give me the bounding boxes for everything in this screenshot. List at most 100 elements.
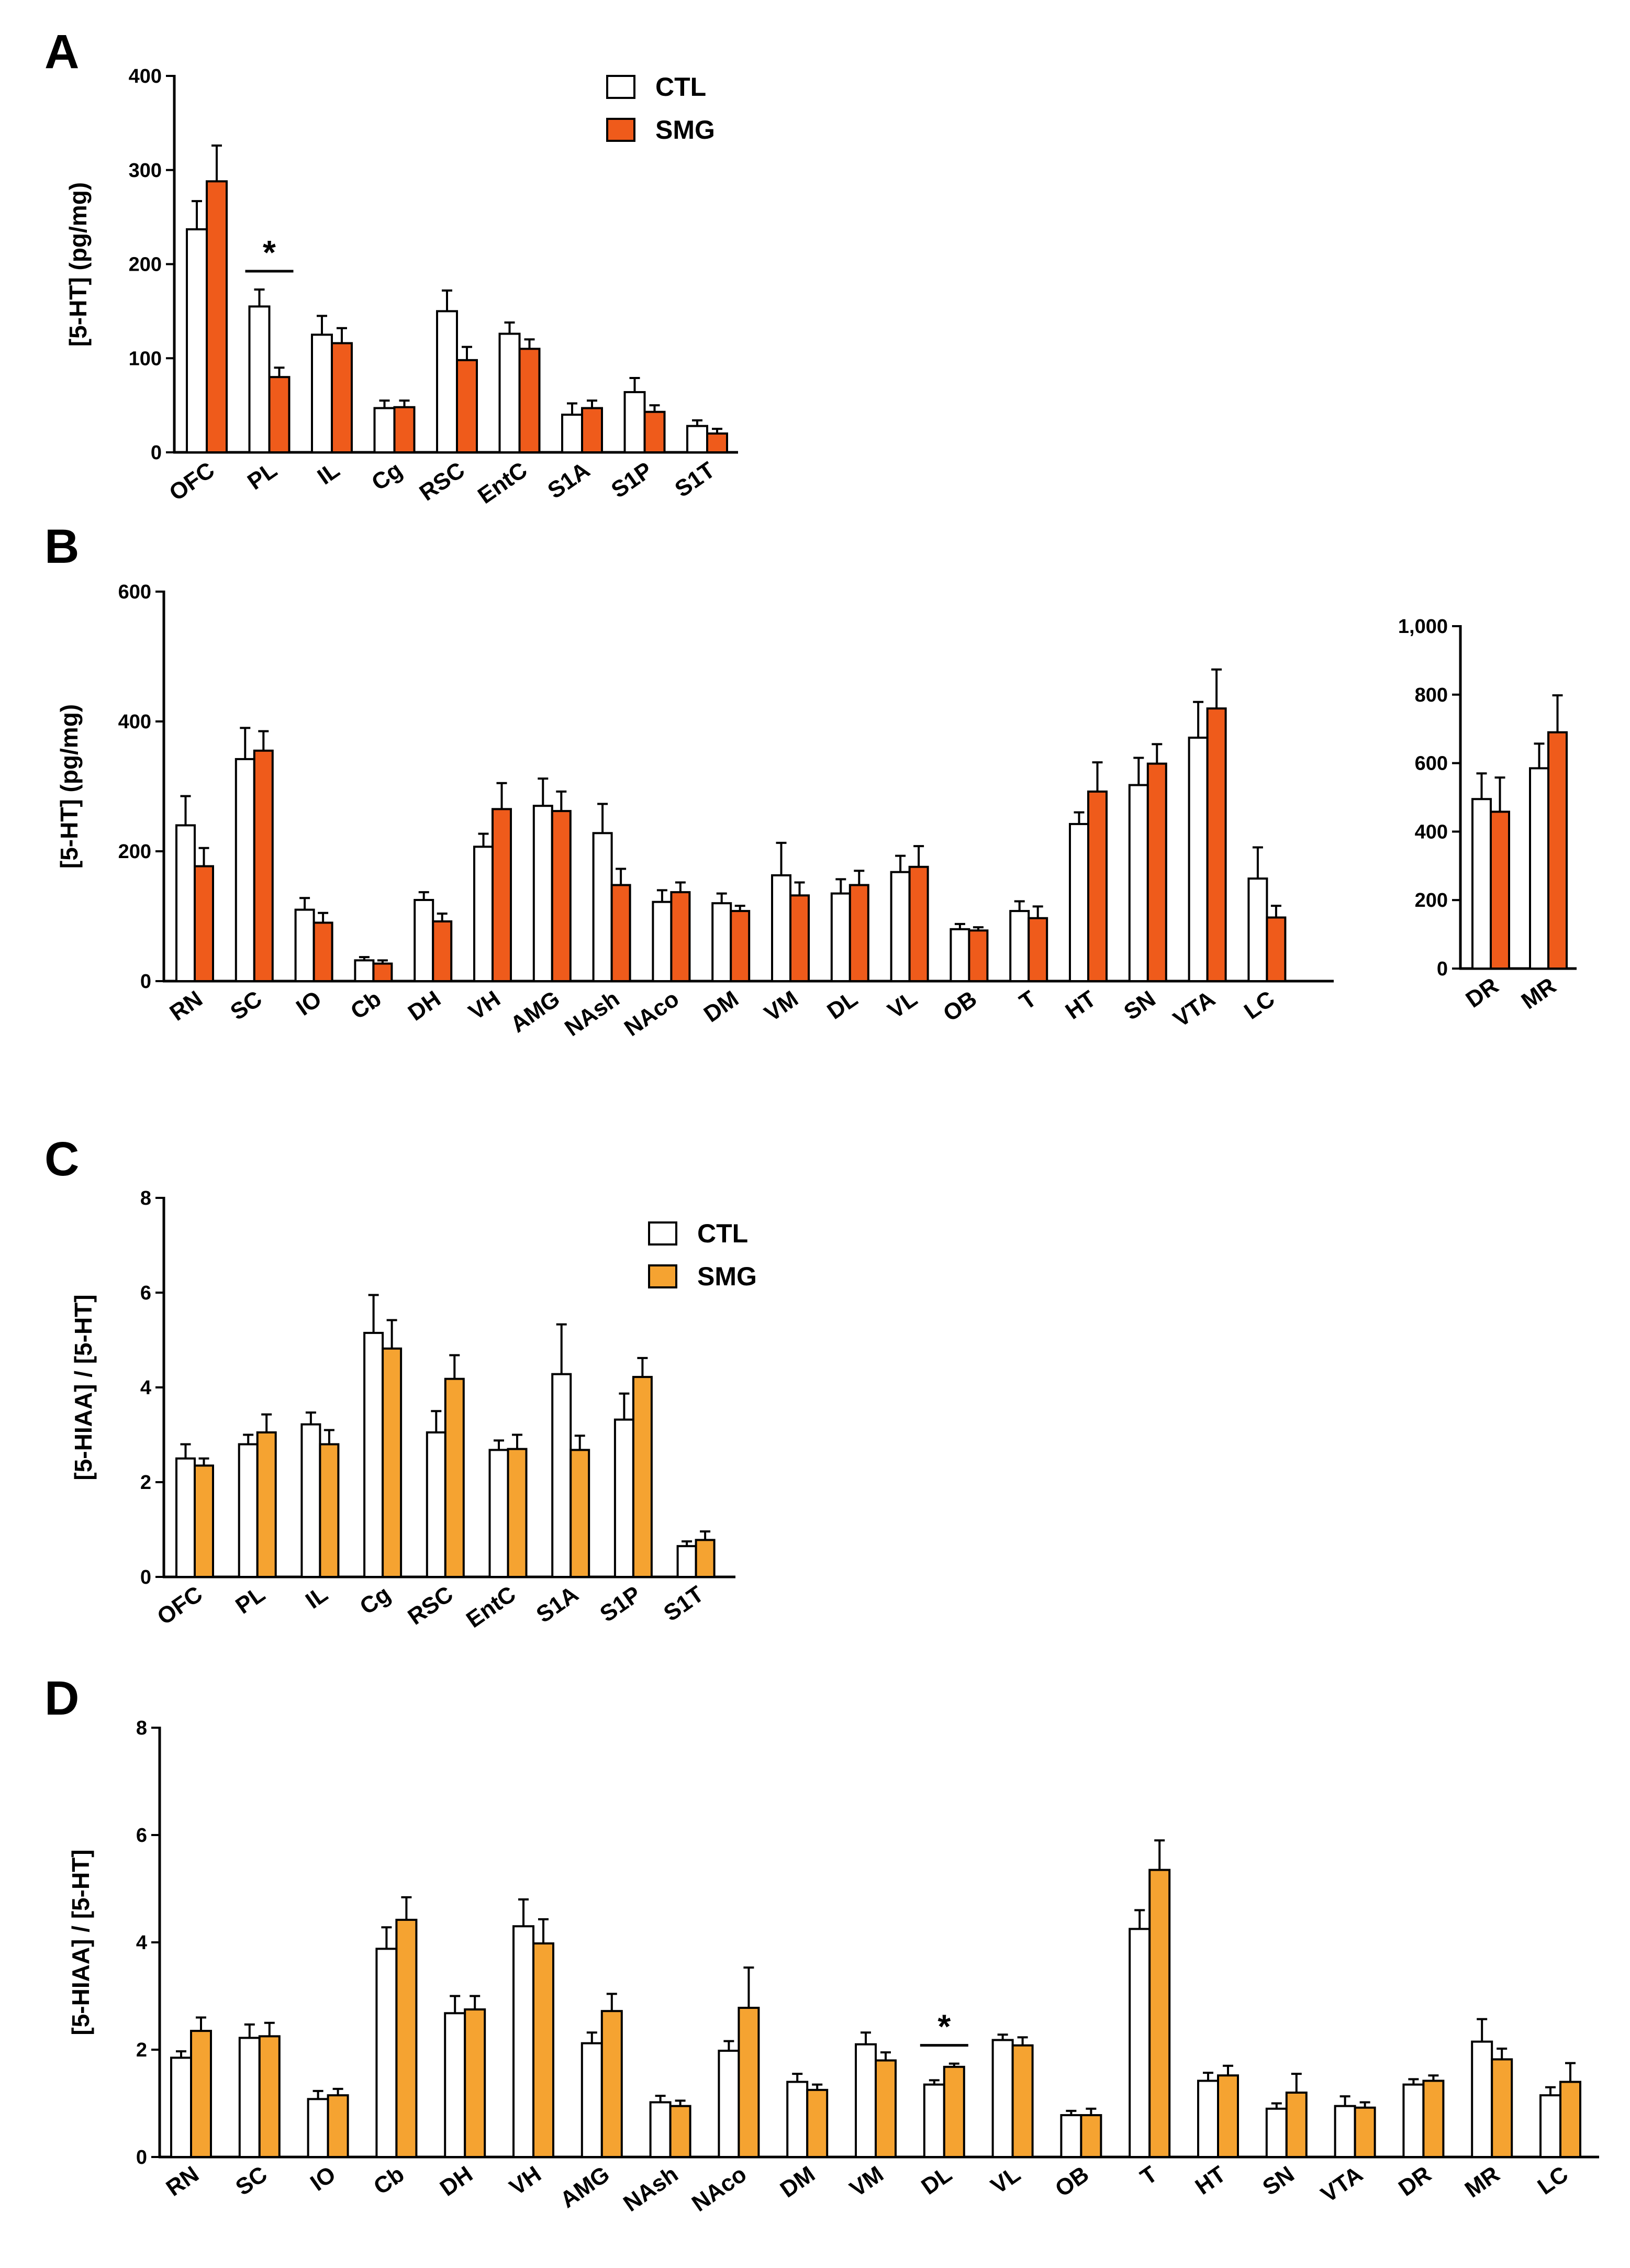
category-label-c-il: IL [301,1581,332,1614]
bar-d-ob-smg [1080,2114,1102,2159]
y-tick-label-c: 2 [140,1472,151,1494]
bar-d-dh-ctl [444,2012,466,2159]
category-label-d-sn: SN [1258,2161,1299,2200]
bar-b-dm-ctl [711,902,732,982]
category-label-d-vta: VTA [1316,2161,1368,2208]
bar-a-il-ctl [311,333,333,453]
bar-b-dh-ctl [414,899,434,982]
category-label-b-dm: DM [699,986,743,1027]
bar-d-rn-ctl [170,2056,192,2158]
bar-b-vta-ctl [1188,737,1209,982]
bar-c-s1t-smg [695,1539,716,1578]
panel-label-a: A [44,25,79,79]
bar-b-vl-ctl [890,871,911,983]
bar-c-entc-smg [507,1448,528,1578]
category-label-c-s1a: S1A [532,1581,583,1628]
chart-a: 0 100 200 300 400 [5-HT] (pg/mg) OFC PL IL Cg RSC E… [64,65,738,509]
bar-d-amg-ctl [580,2042,603,2158]
bar-d-rn-smg [190,2030,212,2158]
bar-b-naco-smg [670,891,691,982]
category-label-d-cb: Cb [369,2161,409,2200]
legend-swatch-c-ctl [648,1221,677,1246]
bar-d-dl-smg [943,2065,965,2159]
category-label-b-dl: DL [822,986,862,1025]
bar-b-inset-dr-ctl [1471,798,1492,970]
bar-a-rsc-smg [456,359,478,453]
bar-c-rsc-smg [444,1377,465,1578]
category-label-d-mr: MR [1460,2161,1504,2203]
category-label-d-dl: DL [917,2161,956,2200]
bar-b-ht-smg [1087,790,1108,983]
bar-d-dh-smg [464,2008,486,2158]
bar-b-t-ctl [1009,910,1030,982]
bar-c-s1a-ctl [551,1373,572,1578]
bar-c-s1a-smg [570,1449,590,1578]
category-label-c-entc: EntC [462,1581,520,1633]
y-tick-label-c: 8 [140,1187,151,1209]
bar-d-vh-smg [532,1942,554,2159]
panel-label-d: D [44,1672,79,1725]
category-label-a-ofc: OFC [165,457,219,506]
category-label-d-amg: AMG [555,2161,614,2213]
bar-a-s1t-ctl [686,425,708,453]
bar-a-rsc-ctl [436,310,458,453]
category-label-d-dr: DR [1394,2161,1436,2202]
category-label-c-rsc: RSC [403,1581,457,1630]
category-label-c-ofc: OFC [153,1581,207,1630]
bar-a-s1p-ctl [623,391,646,454]
bar-c-cg-smg [382,1347,403,1578]
bar-b-vm-smg [789,894,810,982]
category-label-d-ht: HT [1191,2161,1231,2200]
chart-d: 0 2 4 6 8 [5-HIAA] / [5-HT] RN SC IO Cb DH VH AMG NAs… [67,1717,1599,2217]
significance-star-d: * [937,2008,951,2045]
bar-d-sn-ctl [1265,2107,1288,2158]
bar-a-il-smg [331,342,353,453]
y-tick-label-b-inset: 800 [1415,684,1448,706]
bar-b-nash-smg [610,884,631,982]
category-label-a-s1t: S1T [671,457,720,502]
y-tick-label-b-inset: 400 [1415,821,1448,843]
legend-swatch-c-smg [648,1264,677,1288]
bar-d-naco-ctl [718,2050,740,2159]
legend-swatch-a-smg [606,118,635,142]
category-label-d-sc: SC [231,2161,272,2200]
bar-d-vta-ctl [1334,2105,1356,2158]
category-label-b-ht: HT [1061,986,1101,1025]
bar-a-pl-smg [268,376,291,454]
bar-b-dl-smg [849,884,869,982]
bar-b-sc-smg [253,749,274,983]
bar-a-s1a-smg [581,407,603,454]
y-tick-label-c: 6 [140,1282,151,1304]
bar-c-ofc-smg [194,1464,214,1578]
panel-label-c: C [44,1132,79,1186]
category-label-b-vta: VTA [1169,986,1220,1032]
bar-d-vm-ctl [855,2043,877,2158]
bar-c-s1p-ctl [613,1418,634,1578]
bar-b-io-ctl [294,908,315,982]
bar-d-dr-smg [1422,2080,1445,2158]
bar-d-vl-ctl [991,2039,1014,2159]
category-label-d-vh: VH [505,2161,546,2200]
y-tick-label-b: 200 [118,841,151,863]
bar-a-entc-ctl [498,332,521,454]
chart-c: 0 2 4 6 8 [5-HIAA] / [5-HT] OFC PL IL Cg RSC EntC S1… [70,1187,757,1633]
bar-d-t-ctl [1129,1928,1151,2158]
y-tick-label-a: 200 [129,254,162,276]
bar-c-pl-smg [256,1431,277,1578]
bar-d-lc-smg [1559,2081,1581,2158]
bar-d-dm-smg [806,2088,829,2158]
category-label-a-entc: EntC [473,457,532,509]
bar-d-ht-smg [1217,2074,1239,2158]
y-axis-label-a: [5-HT] (pg/mg) [64,182,92,347]
chart-b-inset: 0 200 400 600 800 1,000 DR MR [1398,616,1577,1014]
y-tick-label-a: 400 [129,65,162,87]
bar-b-dm-smg [730,910,751,982]
category-label-b-vm: VM [760,986,803,1027]
bar-c-s1p-smg [632,1376,653,1578]
y-axis-label-d: [5-HIAA] / [5-HT] [67,1849,94,2035]
bar-b-naco-ctl [652,900,673,982]
bar-b-io-smg [312,921,333,983]
bar-b-rn-ctl [175,824,196,983]
category-label-b-inset-dr: DR [1461,973,1503,1013]
y-tick-label-d: 4 [136,1932,147,1954]
